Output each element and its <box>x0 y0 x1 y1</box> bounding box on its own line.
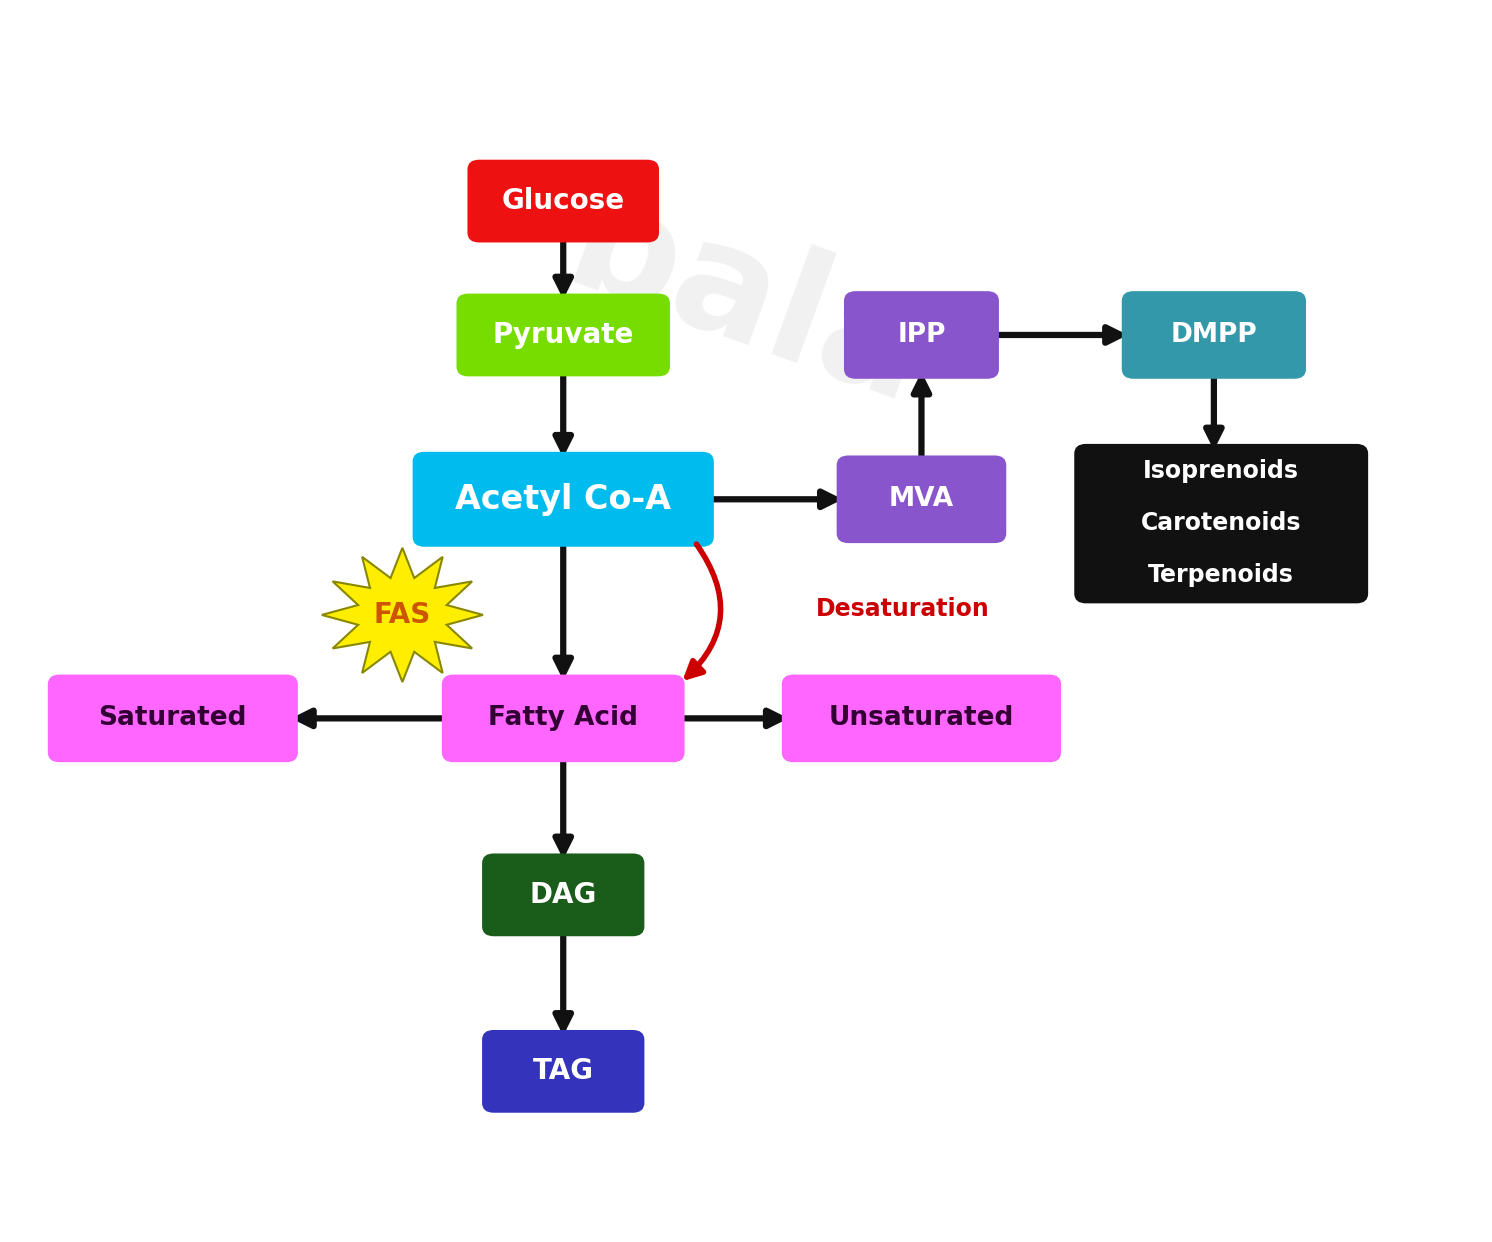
Text: bala: bala <box>548 171 944 437</box>
Text: Glucose: Glucose <box>501 188 625 215</box>
Text: Unsaturated: Unsaturated <box>828 705 1015 732</box>
FancyBboxPatch shape <box>844 291 1000 379</box>
Text: IPP: IPP <box>897 322 946 348</box>
Text: TAG: TAG <box>533 1057 594 1086</box>
FancyBboxPatch shape <box>482 853 645 936</box>
FancyBboxPatch shape <box>413 452 713 546</box>
Text: Isoprenoids: Isoprenoids <box>1143 460 1300 483</box>
FancyBboxPatch shape <box>782 674 1061 763</box>
Polygon shape <box>322 548 483 682</box>
FancyBboxPatch shape <box>1122 291 1306 379</box>
Text: Terpenoids: Terpenoids <box>1149 563 1294 586</box>
Text: MVA: MVA <box>889 487 953 512</box>
FancyBboxPatch shape <box>482 1030 645 1113</box>
FancyBboxPatch shape <box>1074 443 1368 604</box>
Text: FAS: FAS <box>374 601 431 628</box>
FancyBboxPatch shape <box>467 160 659 242</box>
Text: DMPP: DMPP <box>1171 322 1258 348</box>
Text: DAG: DAG <box>530 881 597 909</box>
FancyBboxPatch shape <box>837 456 1006 543</box>
Text: Saturated: Saturated <box>98 705 248 732</box>
Text: Desaturation: Desaturation <box>816 597 989 621</box>
Text: Pyruvate: Pyruvate <box>492 320 634 349</box>
Text: Carotenoids: Carotenoids <box>1141 510 1301 535</box>
FancyBboxPatch shape <box>442 674 685 763</box>
Text: Fatty Acid: Fatty Acid <box>488 705 639 732</box>
Text: Acetyl Co-A: Acetyl Co-A <box>455 483 671 515</box>
FancyBboxPatch shape <box>457 293 670 376</box>
FancyBboxPatch shape <box>48 674 298 763</box>
